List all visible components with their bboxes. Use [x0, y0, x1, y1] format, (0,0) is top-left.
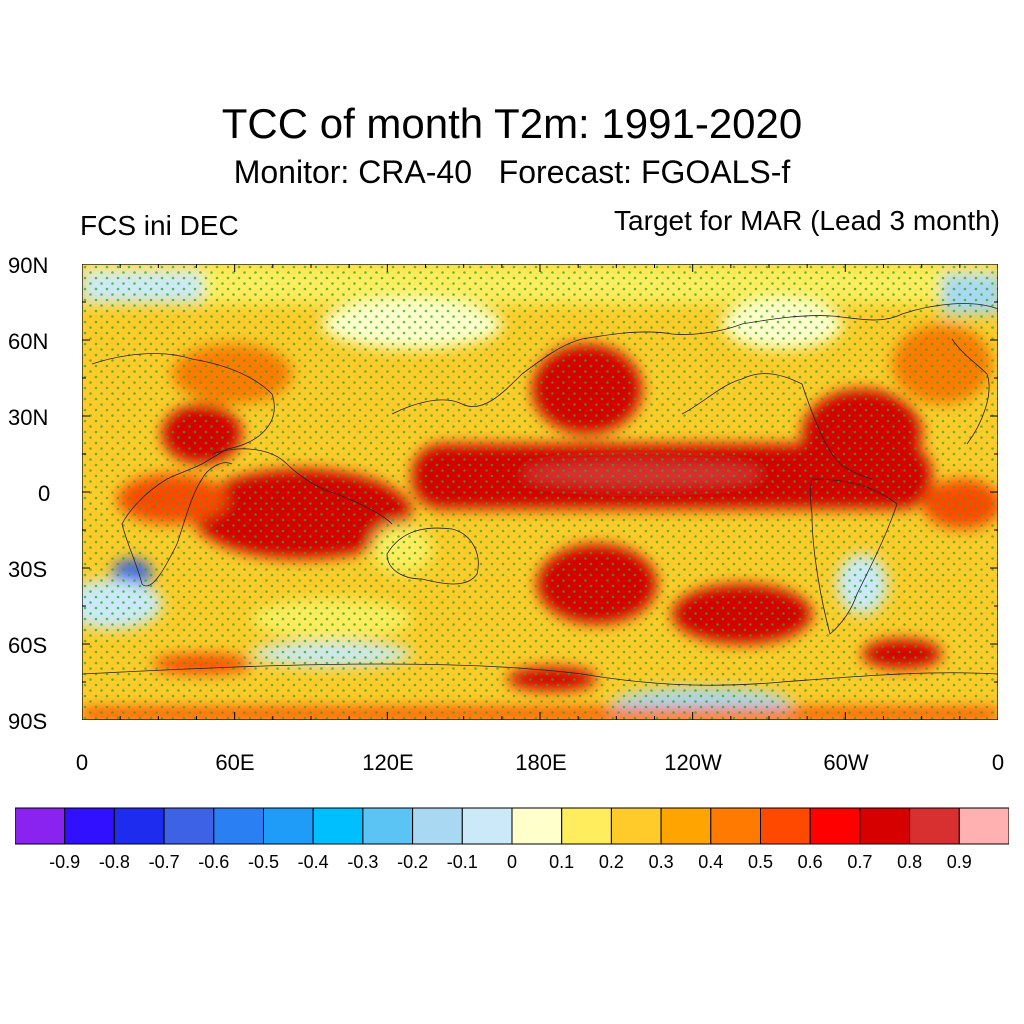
colorbar-label: -0.4 — [297, 852, 329, 872]
lon-label-180e: 180E — [515, 750, 567, 775]
colorbar-swatch — [163, 807, 215, 845]
colorbar-swatch — [312, 807, 364, 845]
lon-label-360: 0 — [991, 750, 1005, 775]
right-label: Target for MAR (Lead 3 month) — [614, 205, 1000, 236]
lat-label-60n: 60N — [8, 329, 49, 354]
colorbar-label: -0.7 — [148, 852, 180, 872]
lat-label-60s: 60S — [8, 633, 48, 658]
colorbar-label: 0.5 — [747, 852, 774, 872]
colorbar-swatch — [958, 807, 1009, 845]
coastlines — [82, 303, 998, 686]
colorbar-swatch — [362, 807, 414, 845]
colorbar-swatch — [461, 807, 513, 845]
lat-label-30n: 30N — [8, 405, 49, 430]
lon-label-60e: 60E — [215, 750, 255, 775]
colorbar-label: 0.3 — [648, 852, 674, 872]
lon-label-0: 0 — [75, 750, 89, 775]
significance-stippling — [82, 264, 998, 720]
colorbar — [15, 807, 1009, 845]
colorbar-swatch — [561, 807, 612, 845]
colorbar-label: 0.7 — [847, 852, 873, 872]
colorbar-swatch — [809, 807, 861, 845]
chart-subtitle: Monitor: CRA-40 Forecast: FGOALS-f — [233, 154, 791, 190]
lat-label-90n: 90N — [8, 253, 49, 278]
colorbar-label: -0.2 — [397, 852, 429, 872]
lat-label-90s: 90S — [8, 709, 48, 734]
colorbar-swatch — [511, 807, 563, 845]
colorbar-swatch — [710, 807, 761, 845]
colorbar-label: 0.4 — [698, 852, 724, 872]
colorbar-swatch — [610, 807, 662, 845]
colorbar-swatch — [909, 807, 960, 845]
colorbar-swatch — [15, 807, 66, 845]
colorbar-label: 0.2 — [598, 852, 624, 872]
colorbar-swatch — [760, 807, 811, 845]
colorbar-label: -0.5 — [247, 852, 280, 872]
chart-title: TCC of month T2m: 1991-2020 — [221, 100, 803, 147]
lon-label-120w: 120W — [664, 750, 722, 775]
colorbar-swatch — [64, 807, 115, 845]
colorbar-swatch — [213, 807, 265, 845]
colorbar-label: 0.8 — [897, 852, 923, 872]
colorbar-swatch — [113, 807, 165, 845]
colorbar-label: 0.9 — [946, 852, 972, 872]
left-label: FCS ini DEC — [80, 210, 239, 241]
lon-label-60w: 60W — [823, 750, 869, 775]
lat-label-eq: 0 — [38, 481, 51, 506]
colorbar-label: -0.9 — [49, 852, 81, 872]
colorbar-label: -0.8 — [98, 852, 130, 872]
colorbar-label: -0.3 — [347, 852, 379, 872]
colorbar-label: 0 — [506, 852, 518, 872]
colorbar-swatch — [859, 807, 911, 845]
map-panel — [82, 264, 998, 720]
lon-label-120e: 120E — [362, 750, 414, 775]
lat-label-30s: 30S — [8, 557, 48, 582]
colorbar-label: -0.1 — [446, 852, 478, 872]
colorbar-label: 0.1 — [549, 852, 575, 872]
axis-ticks — [82, 264, 998, 720]
colorbar-swatch — [263, 807, 314, 845]
colorbar-swatch — [660, 807, 712, 845]
colorbar-label: -0.6 — [198, 852, 230, 872]
colorbar-swatch — [412, 807, 463, 845]
colorbar-label: 0.6 — [797, 852, 823, 872]
